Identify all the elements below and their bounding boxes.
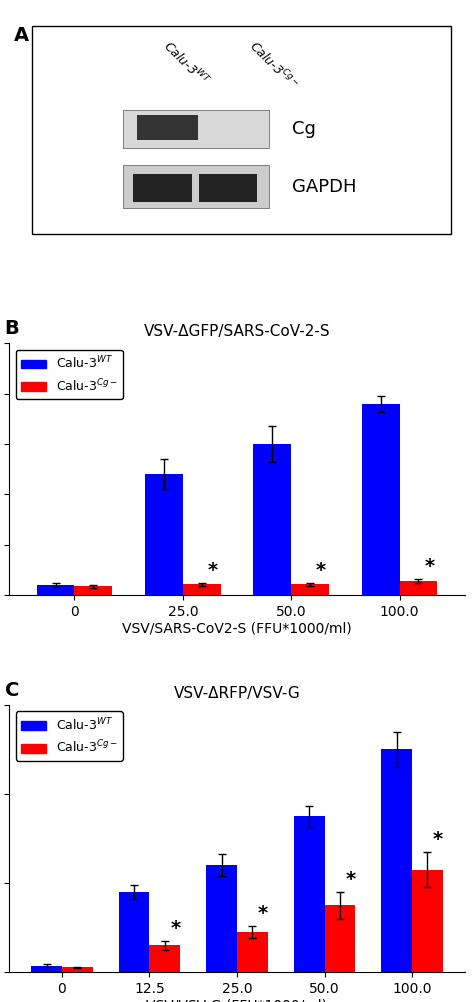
Bar [362,404,400,595]
Bar [382,749,412,972]
Text: GAPDH: GAPDH [292,177,356,195]
Text: *: * [316,560,326,579]
FancyBboxPatch shape [123,110,269,148]
Text: Calu-3$^{Cg-}$: Calu-3$^{Cg-}$ [246,37,302,93]
Bar [291,584,329,595]
Legend: Calu-3$^{WT}$, Calu-3$^{Cg-}$: Calu-3$^{WT}$, Calu-3$^{Cg-}$ [16,350,123,399]
X-axis label: VSV/VSV-G (FFU*1000/ml): VSV/VSV-G (FFU*1000/ml) [146,998,328,1002]
FancyBboxPatch shape [134,173,191,201]
Text: B: B [5,320,19,339]
Bar [62,968,92,972]
Title: VSV-ΔRFP/VSV-G: VSV-ΔRFP/VSV-G [173,686,301,701]
FancyBboxPatch shape [199,173,257,201]
Bar [206,865,237,972]
Legend: Calu-3$^{WT}$, Calu-3$^{Cg-}$: Calu-3$^{WT}$, Calu-3$^{Cg-}$ [16,711,123,761]
Bar [36,585,74,595]
Text: Cg: Cg [292,120,316,138]
Text: *: * [258,904,268,923]
Text: *: * [208,560,218,579]
Text: *: * [424,557,434,576]
FancyBboxPatch shape [123,165,269,208]
Text: A: A [14,26,29,45]
Text: *: * [433,830,443,849]
Bar [74,586,112,595]
Bar [237,932,268,972]
Text: *: * [345,870,356,889]
FancyBboxPatch shape [137,114,198,139]
Text: Calu-3$^{WT}$: Calu-3$^{WT}$ [160,37,212,89]
Bar [253,444,291,595]
Bar [145,474,183,595]
Bar [412,870,443,972]
Bar [149,945,180,972]
Text: C: C [5,681,19,700]
Text: *: * [170,919,181,938]
Bar [183,584,221,595]
Bar [294,817,325,972]
Title: VSV-ΔGFP/SARS-CoV-2-S: VSV-ΔGFP/SARS-CoV-2-S [144,325,330,340]
Bar [119,892,149,972]
Bar [31,966,62,972]
Bar [325,905,355,972]
Bar [400,581,438,595]
X-axis label: VSV/SARS-CoV2-S (FFU*1000/ml): VSV/SARS-CoV2-S (FFU*1000/ml) [122,621,352,635]
